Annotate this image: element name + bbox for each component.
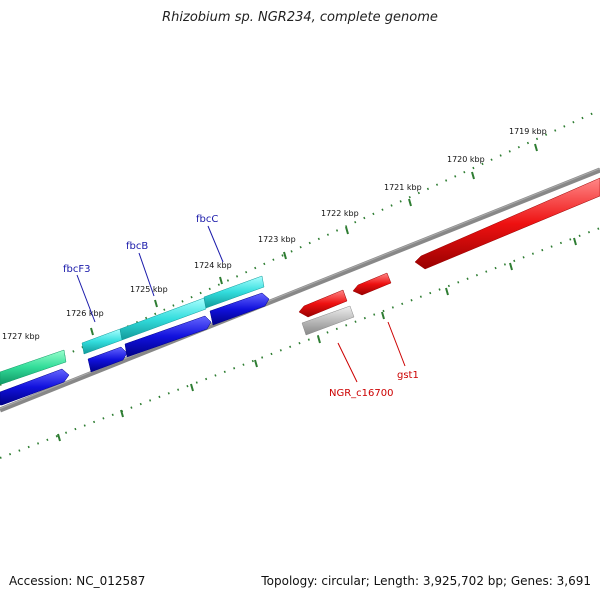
gene-fbcC[interactable]	[203, 275, 265, 309]
major-tick	[283, 251, 287, 260]
gene-blue-2[interactable]	[124, 315, 212, 358]
tick-label: 1722 kbp	[321, 209, 359, 218]
gene-red-large[interactable]	[414, 177, 600, 270]
tick-label: 1725 kbp	[130, 285, 168, 294]
leader-NGR_c16700	[337, 342, 358, 383]
gene-blue-3[interactable]	[209, 292, 270, 326]
map-title: Rhizobium sp. NGR234, complete genome	[162, 10, 438, 25]
genome-backbone	[0, 167, 600, 413]
gene-red-1[interactable]	[298, 289, 348, 318]
leader-fbcC	[207, 225, 224, 263]
major-tick	[534, 143, 538, 152]
major-tick	[471, 171, 475, 180]
major-tick	[190, 383, 194, 392]
gene-label: gst1	[397, 370, 419, 381]
tick-label: 1721 kbp	[384, 183, 422, 192]
major-tick	[445, 287, 449, 296]
gene-blue-1[interactable]	[87, 346, 128, 373]
gene-label: fbcF3	[63, 264, 90, 275]
major-tick	[154, 299, 158, 308]
gene-red-2[interactable]	[352, 272, 392, 296]
genome-summary-text: Topology: circular; Length: 3,925,702 bp…	[261, 574, 591, 588]
tick-label: 1723 kbp	[258, 235, 296, 244]
major-tick	[120, 409, 124, 418]
gene-label: fbcC	[196, 214, 218, 225]
gene-teal-partial[interactable]	[0, 349, 67, 385]
major-tick	[57, 433, 61, 442]
major-tick	[317, 335, 321, 344]
tick-label: 1727 kbp	[2, 332, 40, 341]
gene-NGR_c16700[interactable]	[301, 305, 355, 336]
tick-label: 1719 kbp	[509, 127, 547, 136]
leader-gst1	[387, 321, 406, 367]
gene-fbcB[interactable]	[119, 297, 207, 341]
gene-label: NGR_c16700	[329, 388, 394, 399]
reverse-major-ticks	[57, 237, 577, 442]
tick-label: 1724 kbp	[194, 261, 232, 270]
tick-label: 1726 kbp	[66, 309, 104, 318]
major-tick	[345, 226, 349, 235]
reverse-genes	[298, 177, 600, 336]
major-tick	[573, 237, 577, 246]
major-tick	[381, 311, 385, 320]
forward-genes	[0, 275, 270, 406]
major-tick	[90, 327, 94, 336]
gene-label: fbcB	[126, 241, 148, 252]
leader-fbcB	[138, 252, 155, 297]
major-tick	[408, 198, 412, 207]
tick-label: 1720 kbp	[447, 155, 485, 164]
major-tick	[509, 262, 513, 271]
major-tick	[254, 359, 258, 368]
accession-text: Accession: NC_012587	[9, 574, 146, 588]
reverse-tick-track	[0, 227, 600, 459]
leader-fbcF3	[76, 274, 96, 323]
genome-backbone-highlight	[0, 168, 600, 409]
major-tick	[219, 276, 223, 285]
gene-blue-partial[interactable]	[0, 368, 70, 406]
